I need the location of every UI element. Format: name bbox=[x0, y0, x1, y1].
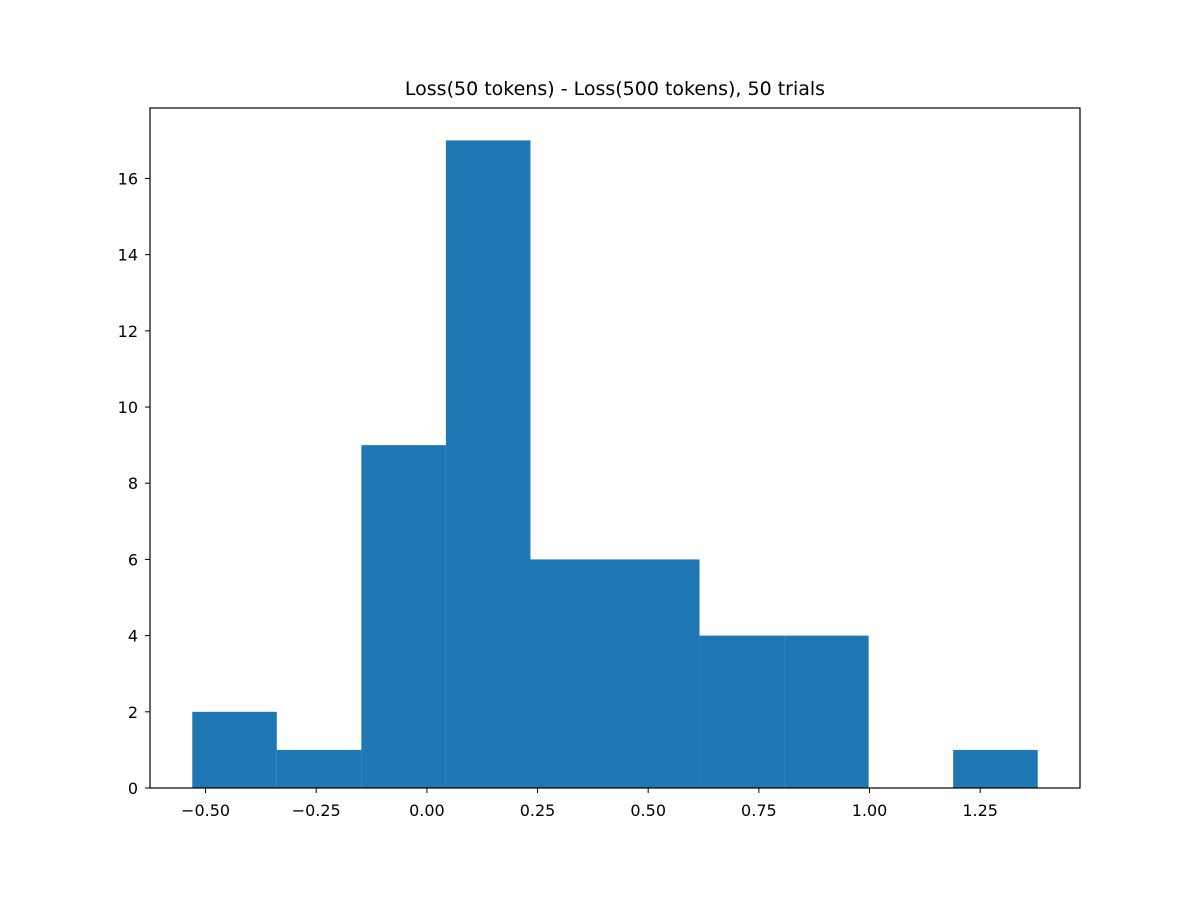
y-tick-label: 12 bbox=[118, 322, 138, 341]
y-tick-label: 6 bbox=[128, 550, 138, 569]
x-tick-label: 0.50 bbox=[630, 801, 666, 820]
y-tick-label: 14 bbox=[118, 246, 138, 265]
y-tick-label: 16 bbox=[118, 169, 138, 188]
x-tick-label: 0.00 bbox=[409, 801, 445, 820]
y-axis-ticks: 0 2 4 6 8 10 12 14 16 bbox=[118, 169, 150, 798]
x-axis-ticks: −0.50 −0.25 0.00 0.25 0.50 0.75 1.00 1.25 bbox=[181, 788, 998, 820]
y-tick-label: 2 bbox=[128, 703, 138, 722]
histogram-bar bbox=[361, 445, 446, 788]
histogram-bar bbox=[445, 140, 531, 788]
y-tick-label: 0 bbox=[128, 779, 138, 798]
histogram-bar bbox=[276, 749, 362, 788]
x-tick-label: 1.00 bbox=[852, 801, 888, 820]
chart-title: Loss(50 tokens) - Loss(500 tokens), 50 t… bbox=[405, 78, 825, 100]
bars-layer bbox=[192, 140, 1038, 788]
plot-frame bbox=[149, 107, 1081, 789]
histogram-bar bbox=[953, 749, 1038, 788]
y-tick-label: 8 bbox=[128, 474, 138, 493]
x-tick-label: 1.25 bbox=[962, 801, 998, 820]
x-tick-label: 0.25 bbox=[520, 801, 556, 820]
histogram-bar bbox=[699, 635, 785, 788]
y-tick-label: 4 bbox=[128, 627, 138, 646]
x-tick-label: −0.50 bbox=[181, 801, 230, 820]
histogram-bar bbox=[784, 635, 869, 788]
x-tick-label: 0.75 bbox=[741, 801, 777, 820]
histogram-bar bbox=[530, 559, 615, 788]
histogram-bar bbox=[192, 711, 277, 788]
x-tick-label: −0.25 bbox=[292, 801, 341, 820]
y-tick-label: 10 bbox=[118, 398, 138, 417]
histogram-bar bbox=[615, 559, 700, 788]
